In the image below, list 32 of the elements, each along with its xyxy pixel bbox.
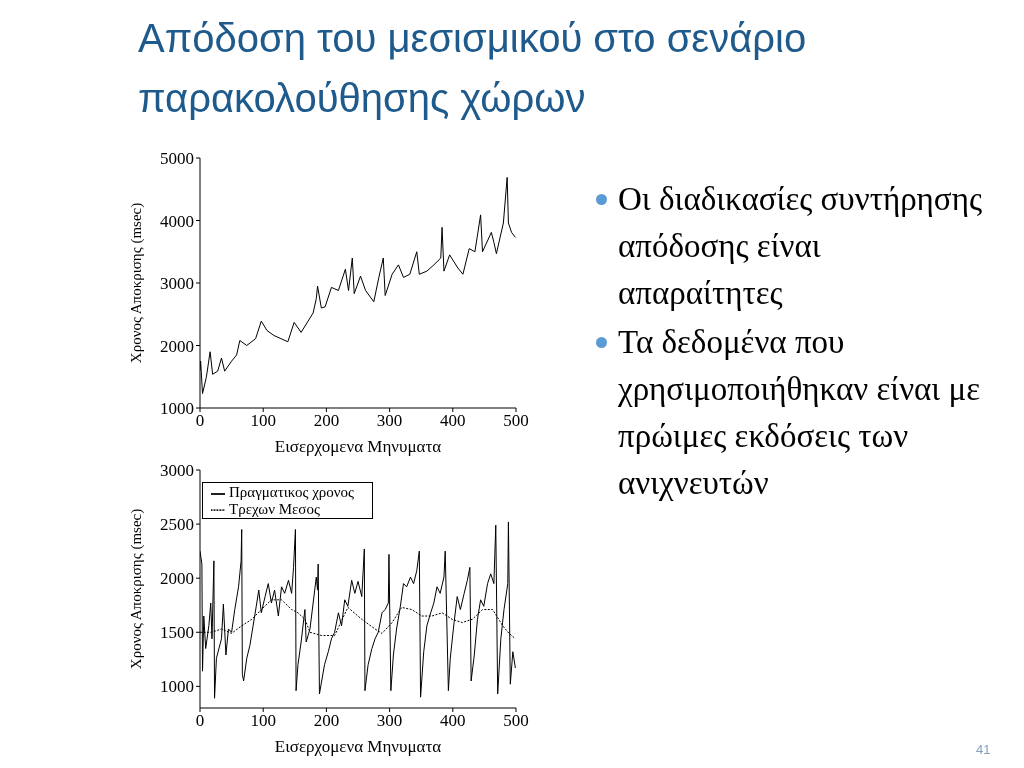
x-axis-title: Εισερχομενα Μηνυματα bbox=[274, 737, 442, 756]
x-tick-label: 100 bbox=[250, 411, 276, 431]
x-tick-label: 200 bbox=[313, 411, 340, 431]
chart-title: Απόδοση του μεσισμικού στο σενάριο παρακολούθησης χώρων bbox=[138, 15, 808, 122]
text: Τα δεδομένα που χρησιμοποιήθηκαν είναι με πρώιμες εκδόσεις των ανιχνευτών bbox=[618, 324, 981, 501]
text: Οι διαδικασίες συντήρησης απόδοσης είναι απαραίτητες bbox=[618, 181, 982, 311]
y-axis-title: Χρονος Αποκρισης (msec) bbox=[128, 508, 146, 670]
x-tick-label: 0 bbox=[195, 711, 205, 731]
y-tick-label: 4000 bbox=[160, 211, 194, 231]
y-tick-label: 2000 bbox=[160, 569, 194, 589]
x-tick-label: 0 bbox=[195, 411, 205, 431]
text: 41 bbox=[976, 742, 991, 757]
x-tick-label: 500 bbox=[503, 411, 529, 431]
x-tick-label: 400 bbox=[440, 711, 466, 731]
y-tick-label: 1000 bbox=[160, 399, 194, 419]
y-axis-title: Χρονος Αποκρισης (msec) bbox=[128, 202, 146, 364]
x-tick-label: 500 bbox=[503, 711, 529, 731]
y-tick-label: 2500 bbox=[160, 515, 194, 535]
x-tick-label: 300 bbox=[376, 411, 403, 431]
x-tick-label: 200 bbox=[313, 711, 340, 731]
y-tick-label: 1500 bbox=[160, 623, 194, 643]
legend-label: Τρεχων Μεσος bbox=[229, 500, 320, 517]
y-tick-label: 3000 bbox=[160, 274, 194, 294]
y-tick-label: 3000 bbox=[160, 461, 194, 481]
x-tick-label: 300 bbox=[376, 711, 403, 731]
y-tick-label: 1000 bbox=[160, 677, 194, 697]
x-tick-label: 100 bbox=[250, 711, 276, 731]
y-tick-label: 2000 bbox=[160, 336, 194, 356]
x-tick-label: 400 bbox=[440, 411, 466, 431]
x-axis-title: Εισερχομενα Μηνυματα bbox=[274, 437, 442, 456]
legend-label: Πραγματικος χρονος bbox=[229, 484, 355, 500]
y-tick-label: 5000 bbox=[160, 149, 194, 169]
